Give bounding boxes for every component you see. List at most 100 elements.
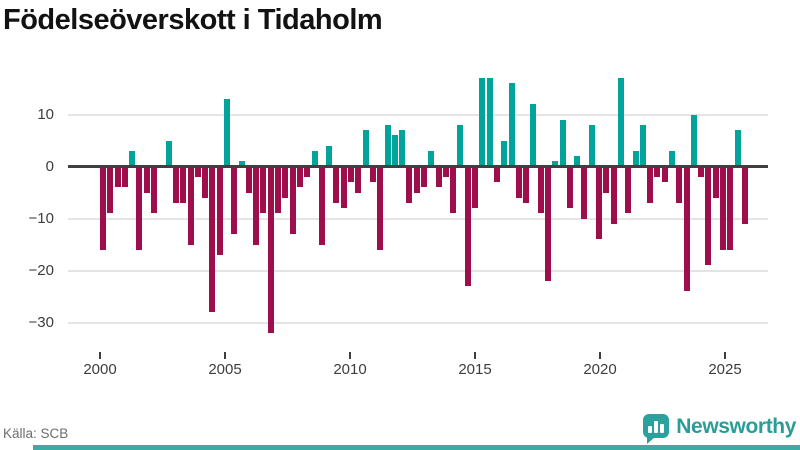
bar-negative <box>450 166 457 214</box>
bar-negative <box>187 166 194 245</box>
gridline <box>68 217 768 220</box>
bar-negative <box>194 166 201 177</box>
bar-positive <box>457 124 464 167</box>
source-caption: Källa: SCB <box>3 426 69 441</box>
bar-negative <box>231 166 238 235</box>
x-axis-label: 2020 <box>583 361 617 378</box>
x-axis-tick <box>474 352 476 359</box>
bar-negative <box>253 166 260 245</box>
bar-positive <box>486 78 493 167</box>
bar-positive <box>734 130 741 167</box>
bar-positive <box>165 140 172 167</box>
bar-negative <box>275 166 282 214</box>
x-axis-label: 2015 <box>458 361 492 378</box>
bar-negative <box>216 166 223 255</box>
bar-negative <box>537 166 544 214</box>
gridline <box>68 321 768 324</box>
bar-negative <box>712 166 719 198</box>
bar-negative <box>442 166 449 177</box>
bar-negative <box>464 166 471 287</box>
newsworthy-logo: Newsworthy <box>643 414 796 444</box>
y-axis-label: −10 <box>28 209 54 227</box>
bar-negative <box>603 166 610 193</box>
bar-negative <box>296 166 303 188</box>
bar-positive <box>428 150 435 167</box>
bar-negative <box>727 166 734 250</box>
bar-negative <box>661 166 668 183</box>
bar-negative <box>355 166 362 193</box>
bar-negative <box>493 166 500 183</box>
bar-negative <box>413 166 420 193</box>
bar-negative <box>566 166 573 209</box>
bar-negative <box>625 166 632 214</box>
y-axis-label: −30 <box>28 313 54 331</box>
newsworthy-logo-text: Newsworthy <box>676 415 796 438</box>
bar-positive <box>326 145 333 167</box>
bar-negative <box>610 166 617 224</box>
bar-negative <box>654 166 661 177</box>
bar-negative <box>698 166 705 177</box>
bar-positive <box>311 150 318 167</box>
x-axis-tick <box>599 352 601 359</box>
bar-negative <box>720 166 727 250</box>
bar-negative <box>304 166 311 177</box>
gridline <box>68 113 768 116</box>
bar-positive <box>399 130 406 167</box>
bar-positive <box>362 130 369 167</box>
x-axis-tick <box>99 352 101 359</box>
bar-positive <box>574 156 581 167</box>
bar-positive <box>552 161 559 167</box>
brand-bottom-strip <box>33 445 800 450</box>
bar-negative <box>151 166 158 214</box>
bar-negative <box>107 166 114 214</box>
bar-positive <box>224 98 230 167</box>
bar-negative <box>741 166 748 224</box>
bar-negative <box>136 166 143 250</box>
bar-positive <box>559 119 566 167</box>
bar-negative <box>318 166 325 245</box>
bar-negative <box>523 166 530 203</box>
bar-negative <box>406 166 413 203</box>
bar-negative <box>209 166 216 313</box>
bar-negative <box>340 166 347 209</box>
bar-negative <box>267 166 274 333</box>
x-axis-tick <box>724 352 726 359</box>
y-axis-label: 10 <box>37 105 54 123</box>
bar-negative <box>114 166 121 188</box>
bar-negative <box>245 166 252 193</box>
bar-negative <box>377 166 384 250</box>
bar-negative <box>515 166 522 198</box>
bar-negative <box>333 166 340 203</box>
bar-positive <box>639 124 646 167</box>
bar-negative <box>435 166 442 188</box>
bar-negative <box>100 166 106 250</box>
bar-negative <box>544 166 551 281</box>
bar-negative <box>472 166 479 209</box>
bar-positive <box>384 124 391 167</box>
bar-positive <box>391 135 398 167</box>
chart-title: Födelseöverskott i Tidaholm <box>3 4 383 36</box>
bar-negative <box>348 166 355 183</box>
bar-positive <box>129 150 136 167</box>
bar-positive <box>530 104 537 167</box>
bar-negative <box>260 166 267 214</box>
bar-negative <box>282 166 289 198</box>
bar-negative <box>676 166 683 203</box>
bar-negative <box>172 166 179 203</box>
x-axis-label: 2025 <box>708 361 742 378</box>
bar-positive <box>238 161 245 167</box>
bar-positive <box>669 150 675 167</box>
x-axis-tick <box>224 352 226 359</box>
bar-negative <box>683 166 690 292</box>
bar-negative <box>581 166 588 219</box>
x-axis-label: 2000 <box>83 361 117 378</box>
x-axis-label: 2010 <box>333 361 367 378</box>
bar-negative <box>202 166 209 198</box>
bar-negative <box>369 166 376 183</box>
zero-axis-line <box>68 165 768 168</box>
bar-positive <box>588 124 595 167</box>
gridline <box>68 269 768 272</box>
y-axis-label: −20 <box>28 261 54 279</box>
bar-positive <box>632 150 639 167</box>
